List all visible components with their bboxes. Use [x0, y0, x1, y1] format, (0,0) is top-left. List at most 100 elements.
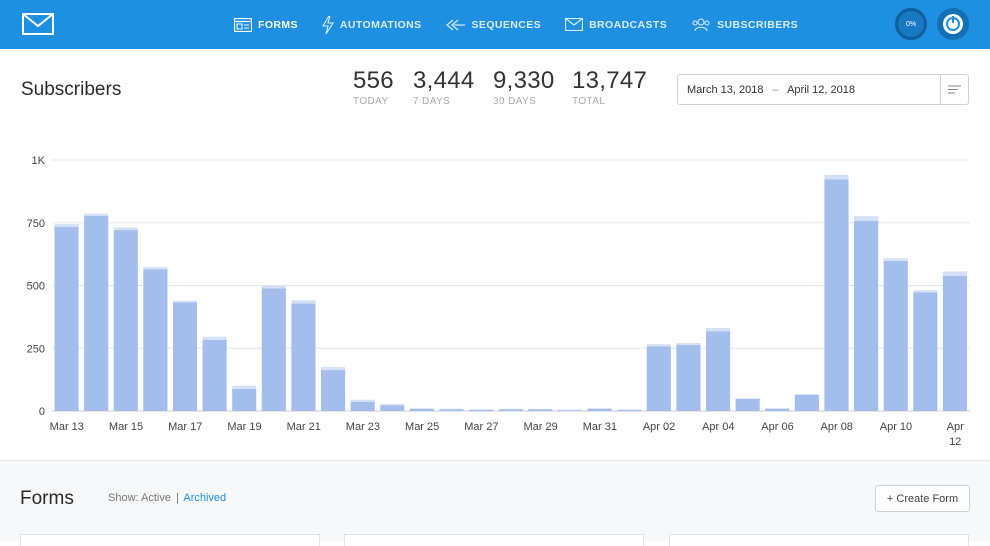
bar: [587, 408, 612, 411]
x-tick-label: Mar 29: [523, 421, 557, 433]
x-tick-label: Mar 31: [583, 421, 617, 433]
nav-sequences[interactable]: SEQUENCES: [445, 18, 542, 31]
bar: [646, 344, 671, 347]
bar: [765, 408, 790, 411]
x-tick-label: Mar 17: [168, 421, 202, 433]
bar: [854, 216, 879, 221]
y-tick-label: 750: [27, 218, 45, 230]
bar: [84, 215, 109, 411]
stat-7-days-value: 3,444: [413, 67, 475, 94]
progress-value: 0%: [905, 20, 917, 28]
form-card[interactable]: [344, 534, 644, 546]
bar: [172, 302, 198, 411]
bar: [528, 409, 553, 411]
x-tick-label: Mar 15: [109, 421, 143, 433]
x-tick-label: Mar 13: [50, 421, 84, 433]
people-icon: [692, 18, 710, 31]
form-card[interactable]: [669, 534, 969, 546]
create-form-button[interactable]: + Create Form: [875, 485, 970, 512]
bar: [113, 227, 138, 231]
subscribers-chart: 0 250 500 750 1K Mar 13 Mar 15 Mar 17 Mar 19 Mar …: [27, 155, 970, 448]
nav-automations-label: AUTOMATIONS: [339, 18, 422, 31]
x-tick-label: Apr 10: [880, 421, 912, 433]
bar: [439, 408, 464, 410]
y-tick-label: 500: [27, 281, 45, 293]
sequences-icon: [445, 19, 465, 30]
nav-subscribers-label: SUBSCRIBERS: [717, 18, 798, 31]
bar: [321, 367, 346, 371]
envelope-icon: [565, 18, 584, 31]
bar: [735, 398, 760, 411]
nav-sequences-label: SEQUENCES: [471, 18, 542, 31]
nav-forms[interactable]: FORMS: [234, 17, 298, 32]
x-tick-label: Mar 25: [405, 421, 439, 433]
bar: [528, 408, 553, 410]
bar: [794, 394, 819, 395]
bar: [617, 409, 642, 411]
bar: [794, 394, 819, 411]
date-separator: –: [772, 84, 779, 96]
show-filter: Show: Active | Archived: [108, 492, 226, 504]
y-tick-label: 250: [27, 343, 45, 355]
bar: [498, 409, 523, 411]
x-tick-label: Mar 23: [346, 421, 380, 433]
envelope-logo-icon[interactable]: [22, 13, 54, 35]
date-range-text: March 13, 2018 – April 12, 2018: [687, 84, 855, 96]
menu-lines-icon: [948, 85, 961, 94]
bar: [854, 220, 879, 411]
stat-7-days: 3,444 7 DAYS: [413, 67, 475, 107]
x-tick-label: Apr 04: [702, 421, 734, 433]
nav-automations[interactable]: AUTOMATIONS: [321, 15, 422, 34]
bar: [469, 409, 494, 411]
nav-broadcasts[interactable]: BROADCASTS: [565, 18, 667, 31]
filter-archived[interactable]: Archived: [183, 492, 227, 504]
x-tick-label: Apr 08: [821, 421, 853, 433]
bar: [54, 227, 79, 411]
form-card[interactable]: [20, 534, 320, 546]
bar: [261, 285, 286, 289]
bar: [617, 409, 642, 410]
stat-30-days-value: 9,330: [493, 67, 555, 94]
stat-today-label: TODAY: [353, 96, 389, 107]
date-range-menu-button[interactable]: [940, 75, 968, 104]
filter-active[interactable]: Active: [141, 492, 171, 504]
x-tick-label: Apr 06: [761, 421, 793, 433]
bar: [321, 370, 346, 411]
bar: [409, 408, 434, 409]
nav-broadcasts-label: BROADCASTS: [589, 18, 668, 31]
bar: [350, 399, 375, 402]
bar: [202, 339, 227, 411]
bar: [84, 213, 109, 216]
x-tick-label: 12: [949, 436, 961, 448]
progress-indicator[interactable]: 0%: [895, 8, 927, 40]
stat-30-days-label: 30 DAYS: [493, 96, 537, 107]
bar: [705, 327, 731, 332]
date-start: March 13, 2018: [687, 84, 764, 96]
bar: [883, 258, 908, 261]
bar: [143, 269, 168, 411]
power-icon: [943, 14, 963, 34]
y-tick-label: 0: [39, 406, 45, 418]
bar: [54, 224, 79, 228]
bar: [942, 275, 967, 411]
forms-section: Forms Show: Active | Archived + Create F…: [0, 460, 990, 546]
bar: [557, 410, 583, 411]
bar: [291, 303, 316, 411]
date-range-picker[interactable]: March 13, 2018 – April 12, 2018: [677, 74, 969, 105]
bar: [232, 385, 257, 389]
forms-title: Forms: [20, 488, 74, 509]
bar: [913, 292, 938, 411]
nav-forms-label: FORMS: [258, 18, 298, 31]
nav-subscribers[interactable]: SUBSCRIBERS: [691, 18, 798, 31]
x-tick-label: Mar 27: [464, 421, 498, 433]
bar: [113, 230, 138, 411]
bar: [380, 405, 405, 411]
x-tick-label: Apr 02: [643, 421, 675, 433]
account-button[interactable]: [937, 8, 969, 40]
bar: [942, 271, 967, 276]
stat-7-days-label: 7 DAYS: [413, 96, 451, 107]
bar: [735, 398, 760, 399]
stat-total-label: TOTAL: [572, 96, 606, 107]
filter-divider: |: [176, 492, 179, 504]
x-tick-label: Apr: [947, 421, 964, 433]
